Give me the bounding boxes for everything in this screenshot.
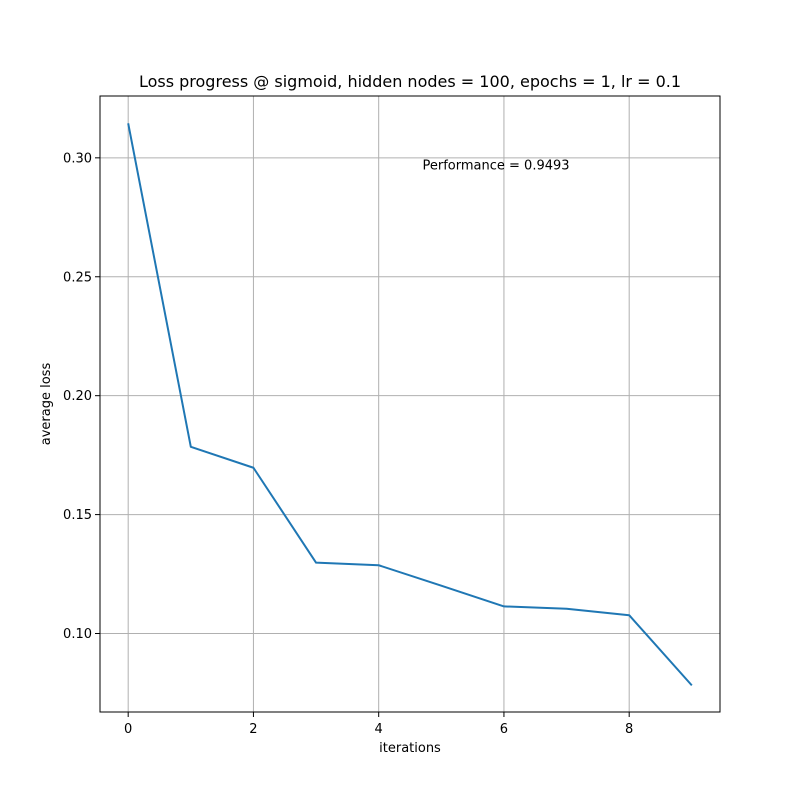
grid-lines: [100, 96, 720, 712]
chart-title: Loss progress @ sigmoid, hidden nodes = …: [139, 72, 681, 91]
y-tick-label: 0.15: [63, 508, 92, 523]
x-tick-label: 4: [375, 722, 383, 737]
annotations: Performance = 0.9493: [423, 159, 570, 174]
y-tick-label: 0.20: [63, 389, 92, 404]
y-axis-label: average loss: [39, 363, 54, 446]
axis-ticks: 0 2 4 6 8 0.10 0.15 0.20 0.25 0.30: [63, 151, 633, 737]
x-tick-label: 0: [124, 722, 132, 737]
x-axis-label: iterations: [379, 741, 441, 756]
loss-series-line: [127, 123, 693, 687]
x-tick-label: 2: [249, 722, 257, 737]
y-tick-label: 0.10: [63, 627, 92, 642]
x-tick-label: 8: [625, 722, 633, 737]
performance-annotation: Performance = 0.9493: [423, 159, 570, 174]
plot-frame: [99, 95, 721, 713]
y-tick-label: 0.25: [63, 270, 92, 285]
x-tick-label: 6: [500, 722, 508, 737]
series-layer: [127, 123, 693, 687]
y-tick-label: 0.30: [63, 151, 92, 166]
